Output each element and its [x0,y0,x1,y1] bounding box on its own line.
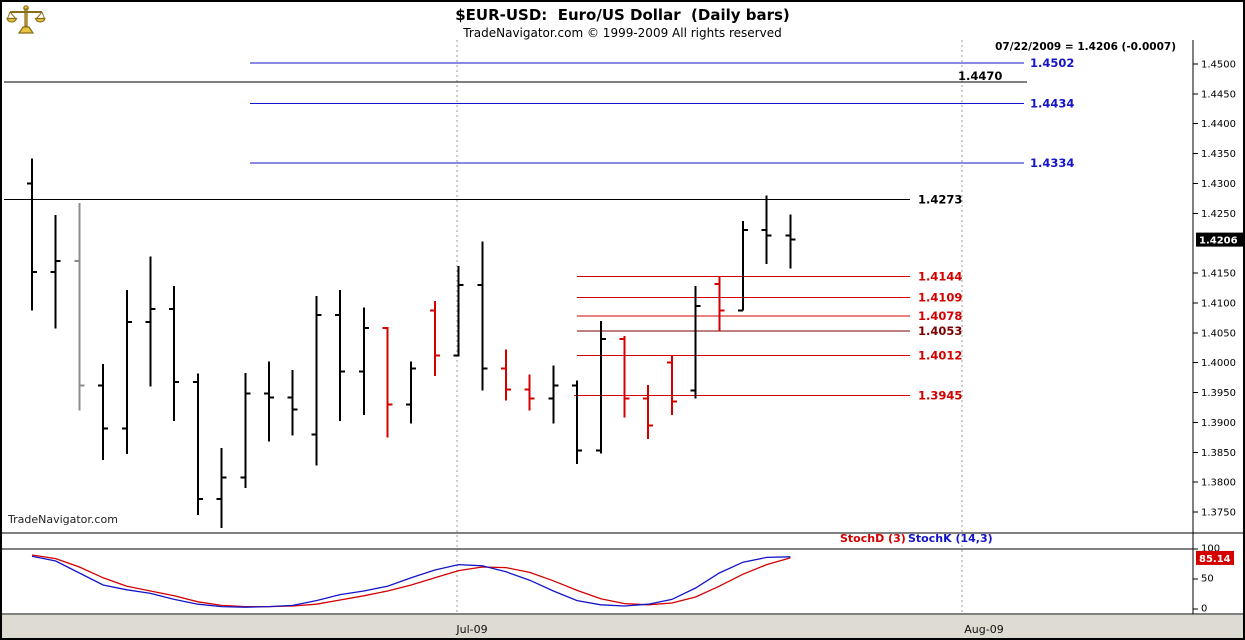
level-label-1.4053: 1.4053 [918,324,962,338]
stoch-value-text: 85.14 [1199,554,1231,565]
price-tick-label: 1.4500 [1201,60,1236,71]
quote-readout: 07/22/2009 = 1.4206 (-0.0007) [995,41,1176,53]
scales-icon [6,5,46,34]
price-tick-label: 1.4350 [1201,149,1236,160]
price-tick-label: 1.4050 [1201,328,1236,339]
level-label-1.4273: 1.4273 [918,193,962,207]
price-tick-label: 1.3850 [1201,448,1236,459]
price-tick-label: 1.3750 [1201,508,1236,519]
price-tick-label: 1.4100 [1201,298,1236,309]
price-tick-label: 1.3800 [1201,478,1236,489]
level-label-1.4470: 1.4470 [958,69,1002,83]
price-tick-label: 1.4300 [1201,179,1236,190]
level-label-1.4502: 1.4502 [1030,56,1074,70]
level-label-1.4012: 1.4012 [918,348,962,362]
price-tick-label: 1.4450 [1201,89,1236,100]
stoch-tick-label: 50 [1201,574,1214,585]
level-label-1.4078: 1.4078 [918,309,962,323]
last-price-badge [1196,232,1243,247]
price-tick-label: 1.3950 [1201,388,1236,399]
date-label: Jul-09 [455,623,487,636]
price-tick-label: 1.4000 [1201,358,1236,369]
level-label-1.3945: 1.3945 [918,389,962,403]
stoch-tick-label: 100 [1201,544,1220,555]
date-axis-strip [2,615,1243,638]
stochd-legend-label[interactable]: StochD (3) [840,532,906,545]
chart-watermark: TradeNavigator.com [8,513,118,526]
level-label-1.4144: 1.4144 [918,270,962,284]
level-label-1.4334: 1.4334 [1030,156,1074,170]
stochk-line [31,555,791,608]
level-label-1.4109: 1.4109 [918,291,962,305]
price-tick-label: 1.4150 [1201,269,1236,280]
stoch-tick-label: 0 [1201,604,1207,615]
tradenavigator-scales-logo [6,5,46,34]
price-tick-label: 1.4400 [1201,119,1236,130]
level-label-1.4434: 1.4434 [1030,96,1074,110]
last-price-text: 1.4206 [1199,236,1238,247]
price-tick-label: 1.3900 [1201,418,1236,429]
stoch-value-badge [1196,550,1234,565]
stochk-legend-label[interactable]: StochK (14,3) [908,532,993,545]
date-label: Aug-09 [964,623,1003,636]
stochd-line [31,554,791,608]
price-tick-label: 1.4250 [1201,209,1236,220]
